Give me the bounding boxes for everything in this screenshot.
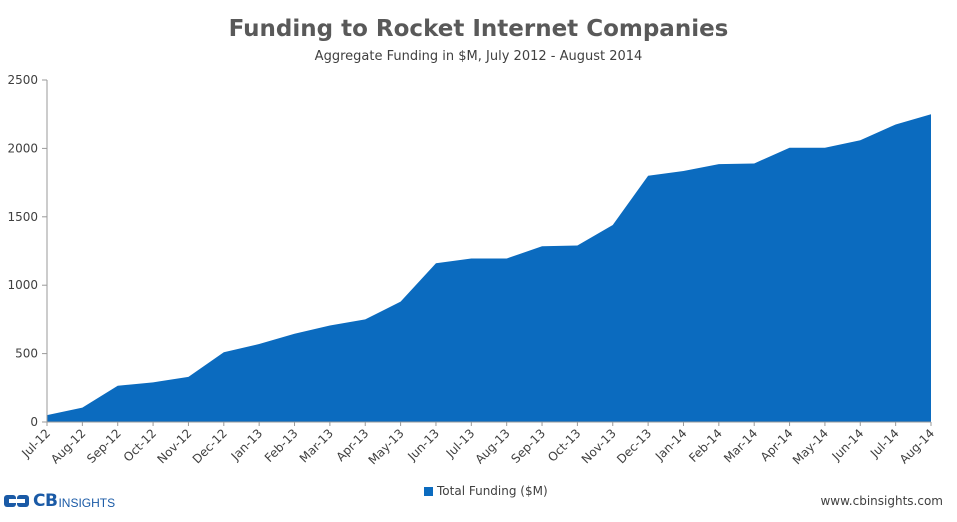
- cb-logo-icon: [4, 495, 29, 507]
- x-tick-label: Feb-14: [686, 426, 725, 465]
- x-tick-label: Aug-12: [48, 426, 88, 466]
- x-tick-label: Nov-13: [579, 426, 619, 466]
- y-tick-label: 500: [15, 347, 38, 361]
- y-tick-label: 1500: [7, 210, 38, 224]
- cb-insights-logo: CB INSIGHTS: [4, 491, 115, 511]
- x-tick-label: Mar-13: [297, 426, 336, 465]
- x-tick-label: Mar-14: [721, 426, 760, 465]
- x-tick-label: Jun-14: [829, 426, 867, 464]
- x-tick-label: Aug-14: [897, 426, 937, 466]
- x-tick-label: Jan-14: [652, 426, 690, 464]
- x-tick-label: Feb-13: [262, 426, 301, 465]
- x-tick-label: Sep-12: [84, 426, 124, 466]
- series-area-total-funding: [47, 114, 931, 422]
- chart-title: Funding to Rocket Internet Companies: [228, 16, 729, 42]
- axis-layer: [46, 80, 931, 423]
- x-axis-ticks: Jul-12Aug-12Sep-12Oct-12Nov-12Dec-12Jan-…: [18, 422, 937, 467]
- x-tick-label: Sep-13: [508, 426, 548, 466]
- logo-brand: CB: [33, 491, 58, 511]
- y-axis-ticks: 0 500 1000 1500 2000 2500: [7, 73, 47, 429]
- legend: Total Funding ($M): [424, 484, 548, 498]
- x-tick-label: Dec-13: [614, 426, 654, 466]
- area-layer: [47, 114, 931, 422]
- x-tick-label: Aug-13: [472, 426, 512, 466]
- logo-suffix: INSIGHTS: [58, 496, 116, 510]
- y-tick-label: 2500: [7, 73, 38, 87]
- x-tick-label: Oct-12: [121, 426, 159, 464]
- y-tick-label: 1000: [7, 278, 38, 292]
- chart-subtitle: Aggregate Funding in $M, July 2012 - Aug…: [314, 49, 643, 64]
- x-tick-label: Jan-13: [228, 426, 266, 464]
- x-tick-label: Oct-13: [545, 426, 583, 464]
- x-tick-label: Jun-13: [404, 426, 442, 464]
- y-tick-label: 0: [30, 415, 38, 429]
- legend-label: Total Funding ($M): [437, 484, 548, 498]
- x-tick-label: Nov-12: [154, 426, 194, 466]
- website-url: www.cbinsights.com: [820, 494, 943, 508]
- legend-swatch: [424, 486, 433, 496]
- y-tick-label: 2000: [7, 141, 38, 155]
- x-tick-label: May-13: [366, 426, 407, 467]
- x-tick-label: May-14: [790, 426, 831, 467]
- x-tick-label: Dec-12: [190, 426, 230, 466]
